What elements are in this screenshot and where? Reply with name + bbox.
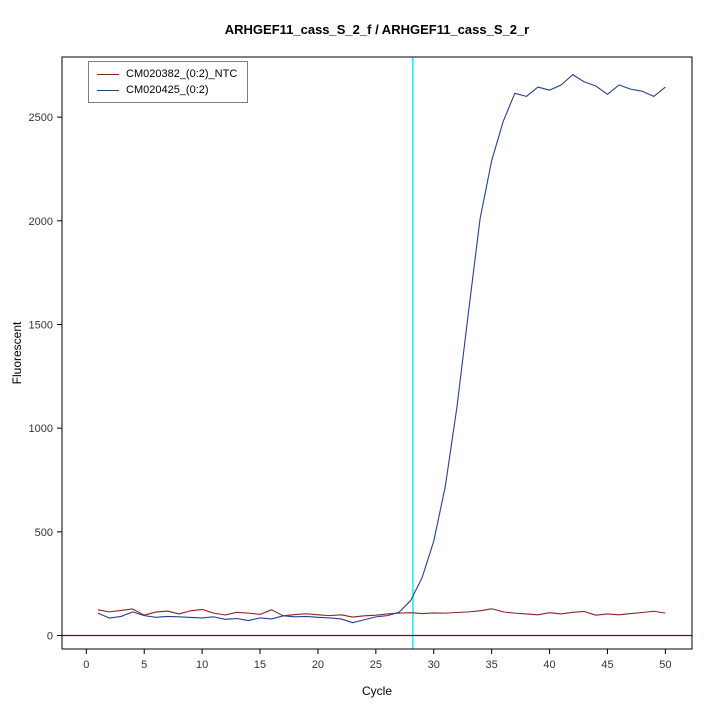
legend-label-ntc: CM020382_(0:2)_NTC: [126, 68, 238, 80]
chart-title: ARHGEF11_cass_S_2_f / ARHGEF11_cass_S_2_…: [224, 22, 530, 37]
x-tick-label: 35: [486, 659, 498, 671]
x-tick-label: 25: [370, 659, 382, 671]
x-tick-label: 5: [141, 659, 147, 671]
legend: CM020382_(0:2)_NTC CM020425_(0:2): [88, 61, 249, 103]
y-tick-label: 1000: [29, 423, 53, 435]
legend-line-ntc: [97, 73, 119, 75]
x-tick-label: 50: [659, 659, 671, 671]
x-tick-label: 10: [196, 659, 208, 671]
x-tick-label: 40: [543, 659, 555, 671]
y-tick-label: 2000: [29, 216, 53, 228]
series-line-1: [97, 74, 666, 624]
x-tick-label: 30: [428, 659, 440, 671]
legend-line-sample: [97, 89, 119, 91]
plot-border: [61, 56, 693, 650]
series-line-0: [97, 608, 666, 618]
x-tick-label: 15: [254, 659, 266, 671]
legend-item-ntc: CM020382_(0:2)_NTC: [97, 66, 237, 82]
y-tick-label: 1500: [29, 319, 53, 331]
y-tick-label: 500: [35, 527, 53, 539]
x-tick-label: 45: [601, 659, 613, 671]
legend-item-sample: CM020425_(0:2): [97, 82, 237, 98]
y-tick-label: 0: [47, 631, 53, 643]
x-tick-label: 0: [83, 659, 89, 671]
x-axis-label: Cycle: [361, 684, 392, 698]
legend-label-sample: CM020425_(0:2): [126, 84, 209, 96]
x-tick-label: 20: [312, 659, 324, 671]
y-tick-label: 2500: [29, 112, 53, 124]
